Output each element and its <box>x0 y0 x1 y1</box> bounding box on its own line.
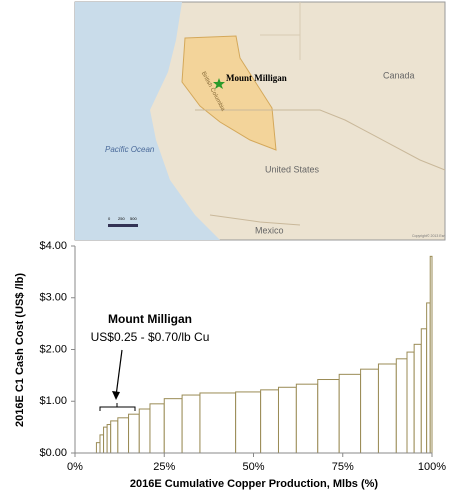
bar <box>235 391 262 454</box>
bracket <box>99 403 136 411</box>
arrow-head <box>112 391 120 400</box>
bar <box>377 363 397 454</box>
country-label: Canada <box>383 70 415 80</box>
annotation-title: Mount Milligan <box>108 312 192 326</box>
x-tick-label: 25% <box>153 461 175 473</box>
y-tick-label: $0.00 <box>39 447 67 459</box>
y-tick-label: $1.00 <box>39 395 67 407</box>
ocean <box>75 2 220 240</box>
site-label: Mount Milligan <box>226 73 287 83</box>
scale-label: 500 <box>130 216 137 221</box>
bar <box>117 417 130 454</box>
bar <box>395 358 408 454</box>
bar <box>95 442 101 454</box>
ocean-label: Pacific Ocean <box>105 145 155 154</box>
bar <box>181 394 201 454</box>
bar <box>429 255 433 454</box>
copyright: Copyright© 2013 Esri <box>412 234 446 238</box>
bar <box>199 392 237 454</box>
country-label: Mexico <box>255 225 284 235</box>
bar <box>426 302 431 454</box>
bar <box>128 413 140 454</box>
bar <box>138 408 151 454</box>
bar <box>277 386 297 454</box>
bar <box>338 373 362 454</box>
x-axis-label: 2016E Cumulative Copper Production, Mlbs… <box>130 478 378 490</box>
bar <box>413 343 422 454</box>
bar <box>99 434 105 454</box>
x-tick-label: 75% <box>332 461 354 473</box>
annotation-text: US$0.25 - $0.70/lb Cu <box>91 330 210 344</box>
x-tick-label: 0% <box>67 461 83 473</box>
arrow <box>115 349 123 397</box>
scale-label: 250 <box>118 216 125 221</box>
y-tick-label: $2.00 <box>39 343 67 355</box>
country-label: United States <box>265 164 320 174</box>
bar <box>360 368 379 454</box>
site-marker <box>213 78 225 89</box>
scale-label: 0 <box>108 216 111 221</box>
y-tick-label: $4.00 <box>39 240 67 252</box>
bar <box>420 328 428 454</box>
bar <box>110 420 119 454</box>
bar <box>103 426 108 454</box>
bar <box>260 389 279 454</box>
map: Mount Milligan British Columbia Canada P… <box>74 1 446 241</box>
x-tick-label: 50% <box>242 461 264 473</box>
border <box>260 2 301 60</box>
bar <box>317 379 340 454</box>
scale-bar <box>108 224 138 227</box>
bar <box>406 351 415 454</box>
bar <box>295 383 319 454</box>
border <box>195 109 446 171</box>
bar <box>149 403 165 454</box>
bar <box>163 398 183 454</box>
y-tick-label: $3.00 <box>39 292 67 304</box>
bar <box>106 424 112 454</box>
province-shape <box>181 35 277 151</box>
x-tick-label: 100% <box>418 461 446 473</box>
border <box>209 214 301 226</box>
y-axis-label: 2016E C1 Cash Cost (US$ /lb) <box>14 273 26 427</box>
